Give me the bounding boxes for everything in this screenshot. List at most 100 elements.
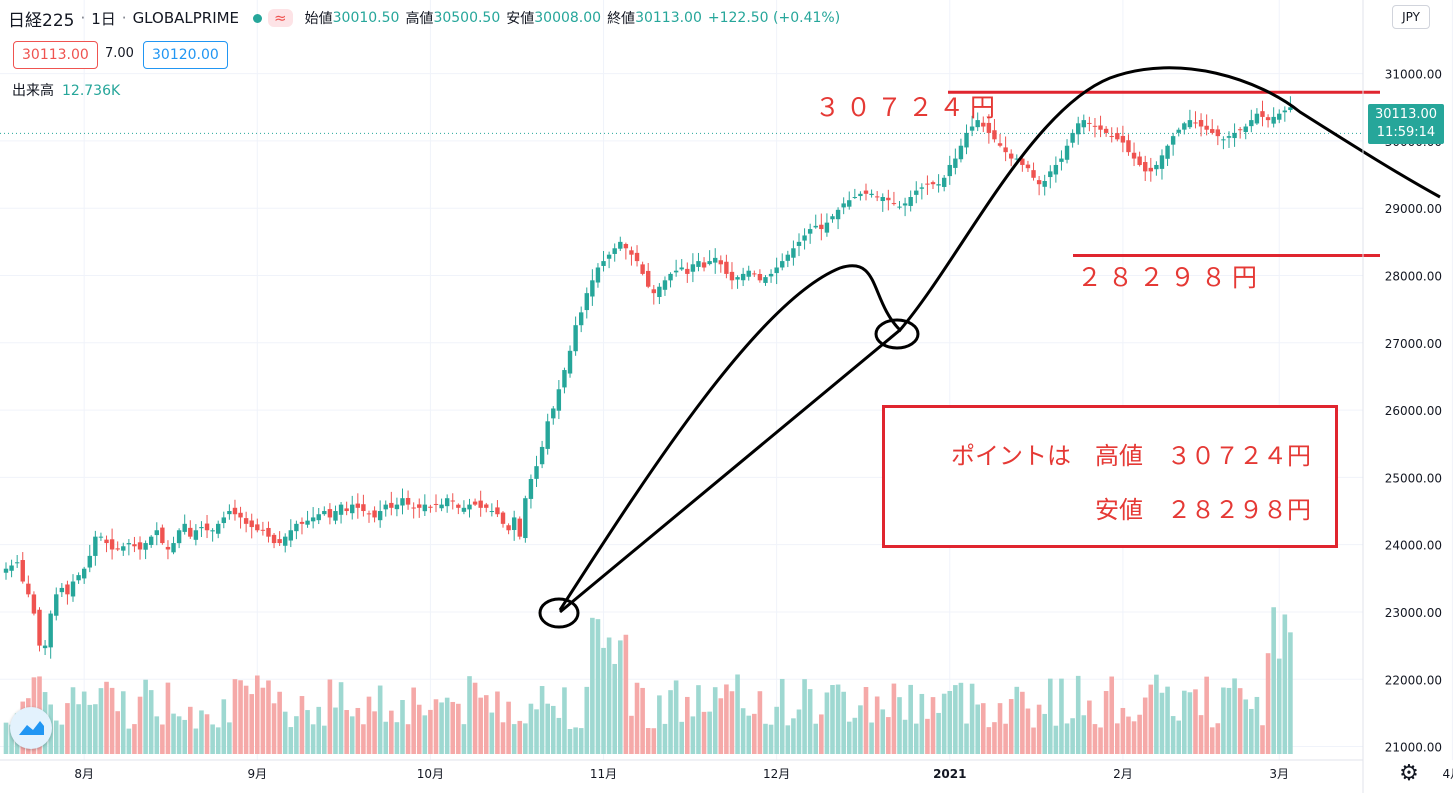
candle-body [294, 523, 299, 532]
candle-body [176, 530, 182, 544]
volume-bar [573, 727, 578, 754]
x-tick-label: 9月 [247, 767, 267, 781]
volume-bar [98, 688, 104, 754]
candle-body [450, 500, 455, 502]
volume-bar [556, 717, 562, 754]
volume-bar [517, 720, 523, 754]
volume-bar [629, 715, 634, 754]
candle-body [830, 216, 835, 220]
candle-body [126, 543, 132, 545]
volume-bar [1036, 704, 1042, 754]
volume-bar [925, 718, 930, 754]
candle-body [1176, 129, 1181, 133]
trend-arrow-path [559, 328, 901, 614]
volume-bar [405, 724, 411, 754]
volume-bar [70, 687, 76, 754]
candle-body [646, 270, 651, 287]
candle-body [188, 527, 193, 537]
volume-bar [1059, 678, 1064, 754]
volume-bar [120, 691, 126, 754]
candle-body [428, 506, 433, 508]
candle-body [59, 587, 65, 593]
symbol-name[interactable]: 日経225 [8, 10, 75, 31]
volume-bar [271, 703, 277, 754]
volume-bar [1154, 674, 1159, 754]
volume-bar [344, 710, 349, 754]
candle-body [578, 312, 584, 326]
candle-body [573, 325, 578, 352]
volume-bar [1237, 688, 1243, 754]
candle-body [495, 507, 500, 515]
currency-button[interactable]: JPY [1392, 5, 1430, 29]
volume-bar [349, 716, 355, 754]
candle-body [718, 260, 724, 265]
bid-price-button[interactable]: 30113.00 [13, 41, 98, 69]
volume-bar [176, 716, 182, 754]
volume-bar [1288, 632, 1293, 754]
volume-bar [729, 691, 735, 754]
volume-bar [389, 710, 394, 754]
volume-bar [969, 683, 975, 754]
volume-bar [266, 680, 271, 754]
volume-bar [394, 722, 400, 754]
candle-body [394, 504, 400, 510]
change-value: +122.50 (+0.41%) [707, 10, 841, 26]
volume-bar [919, 693, 925, 754]
volume-bar [288, 727, 294, 754]
pullback-circle [874, 318, 920, 350]
volume-bar [1014, 686, 1020, 754]
candle-body [757, 274, 763, 281]
candle-body [690, 264, 696, 272]
volume-bar [277, 691, 282, 754]
candle-body [444, 498, 450, 507]
volume-bar [1198, 715, 1204, 754]
y-tick-label: 23000.00 [1385, 606, 1442, 620]
market-open-icon [253, 13, 263, 23]
y-tick-label: 27000.00 [1385, 337, 1442, 351]
candle-body [796, 241, 802, 246]
candle-body [1271, 116, 1276, 124]
volume-bar [1142, 697, 1148, 754]
gear-icon[interactable]: ⚙ [1399, 761, 1419, 786]
candle-body [925, 183, 930, 185]
volume-bar [891, 683, 897, 754]
volume-bar [752, 713, 757, 754]
peak-annotation: ３０７２４円 [815, 93, 1002, 122]
candle-body [824, 222, 830, 233]
tradingview-logo-icon[interactable] [10, 707, 52, 749]
volume-bar [53, 720, 59, 754]
candle-body [975, 120, 980, 128]
candle-body [232, 507, 238, 515]
candle-body [417, 504, 422, 508]
candle-body [1126, 140, 1131, 153]
candle-body [182, 523, 187, 532]
candle-body [992, 130, 997, 140]
volume-bar [377, 685, 383, 754]
volume-bar [1182, 690, 1187, 754]
candle-body [1103, 128, 1109, 133]
volume-bar [796, 709, 802, 754]
low-label: 安値 [506, 11, 535, 27]
candle-body [1070, 132, 1075, 143]
candle-body [439, 504, 444, 509]
volume-bar [528, 703, 534, 754]
ask-price-button[interactable]: 30120.00 [143, 41, 228, 69]
candle-body [813, 225, 818, 228]
volume-bar [132, 724, 137, 754]
candle-body [143, 543, 148, 550]
volume-bar [154, 716, 160, 754]
timeframe[interactable]: 1日 [91, 9, 116, 28]
candle-body [612, 248, 617, 254]
wave-icon[interactable]: ≈ [268, 9, 293, 27]
header-separator: · [80, 9, 86, 27]
volume-bar [456, 703, 461, 754]
volume-bar [858, 705, 863, 754]
candle-body [489, 511, 495, 513]
volume-bar [416, 704, 422, 754]
volume-bar [227, 722, 232, 754]
volume-bar [238, 680, 243, 754]
candle-body [902, 203, 908, 206]
volume-bar [1187, 692, 1193, 754]
candle-body [595, 267, 601, 283]
